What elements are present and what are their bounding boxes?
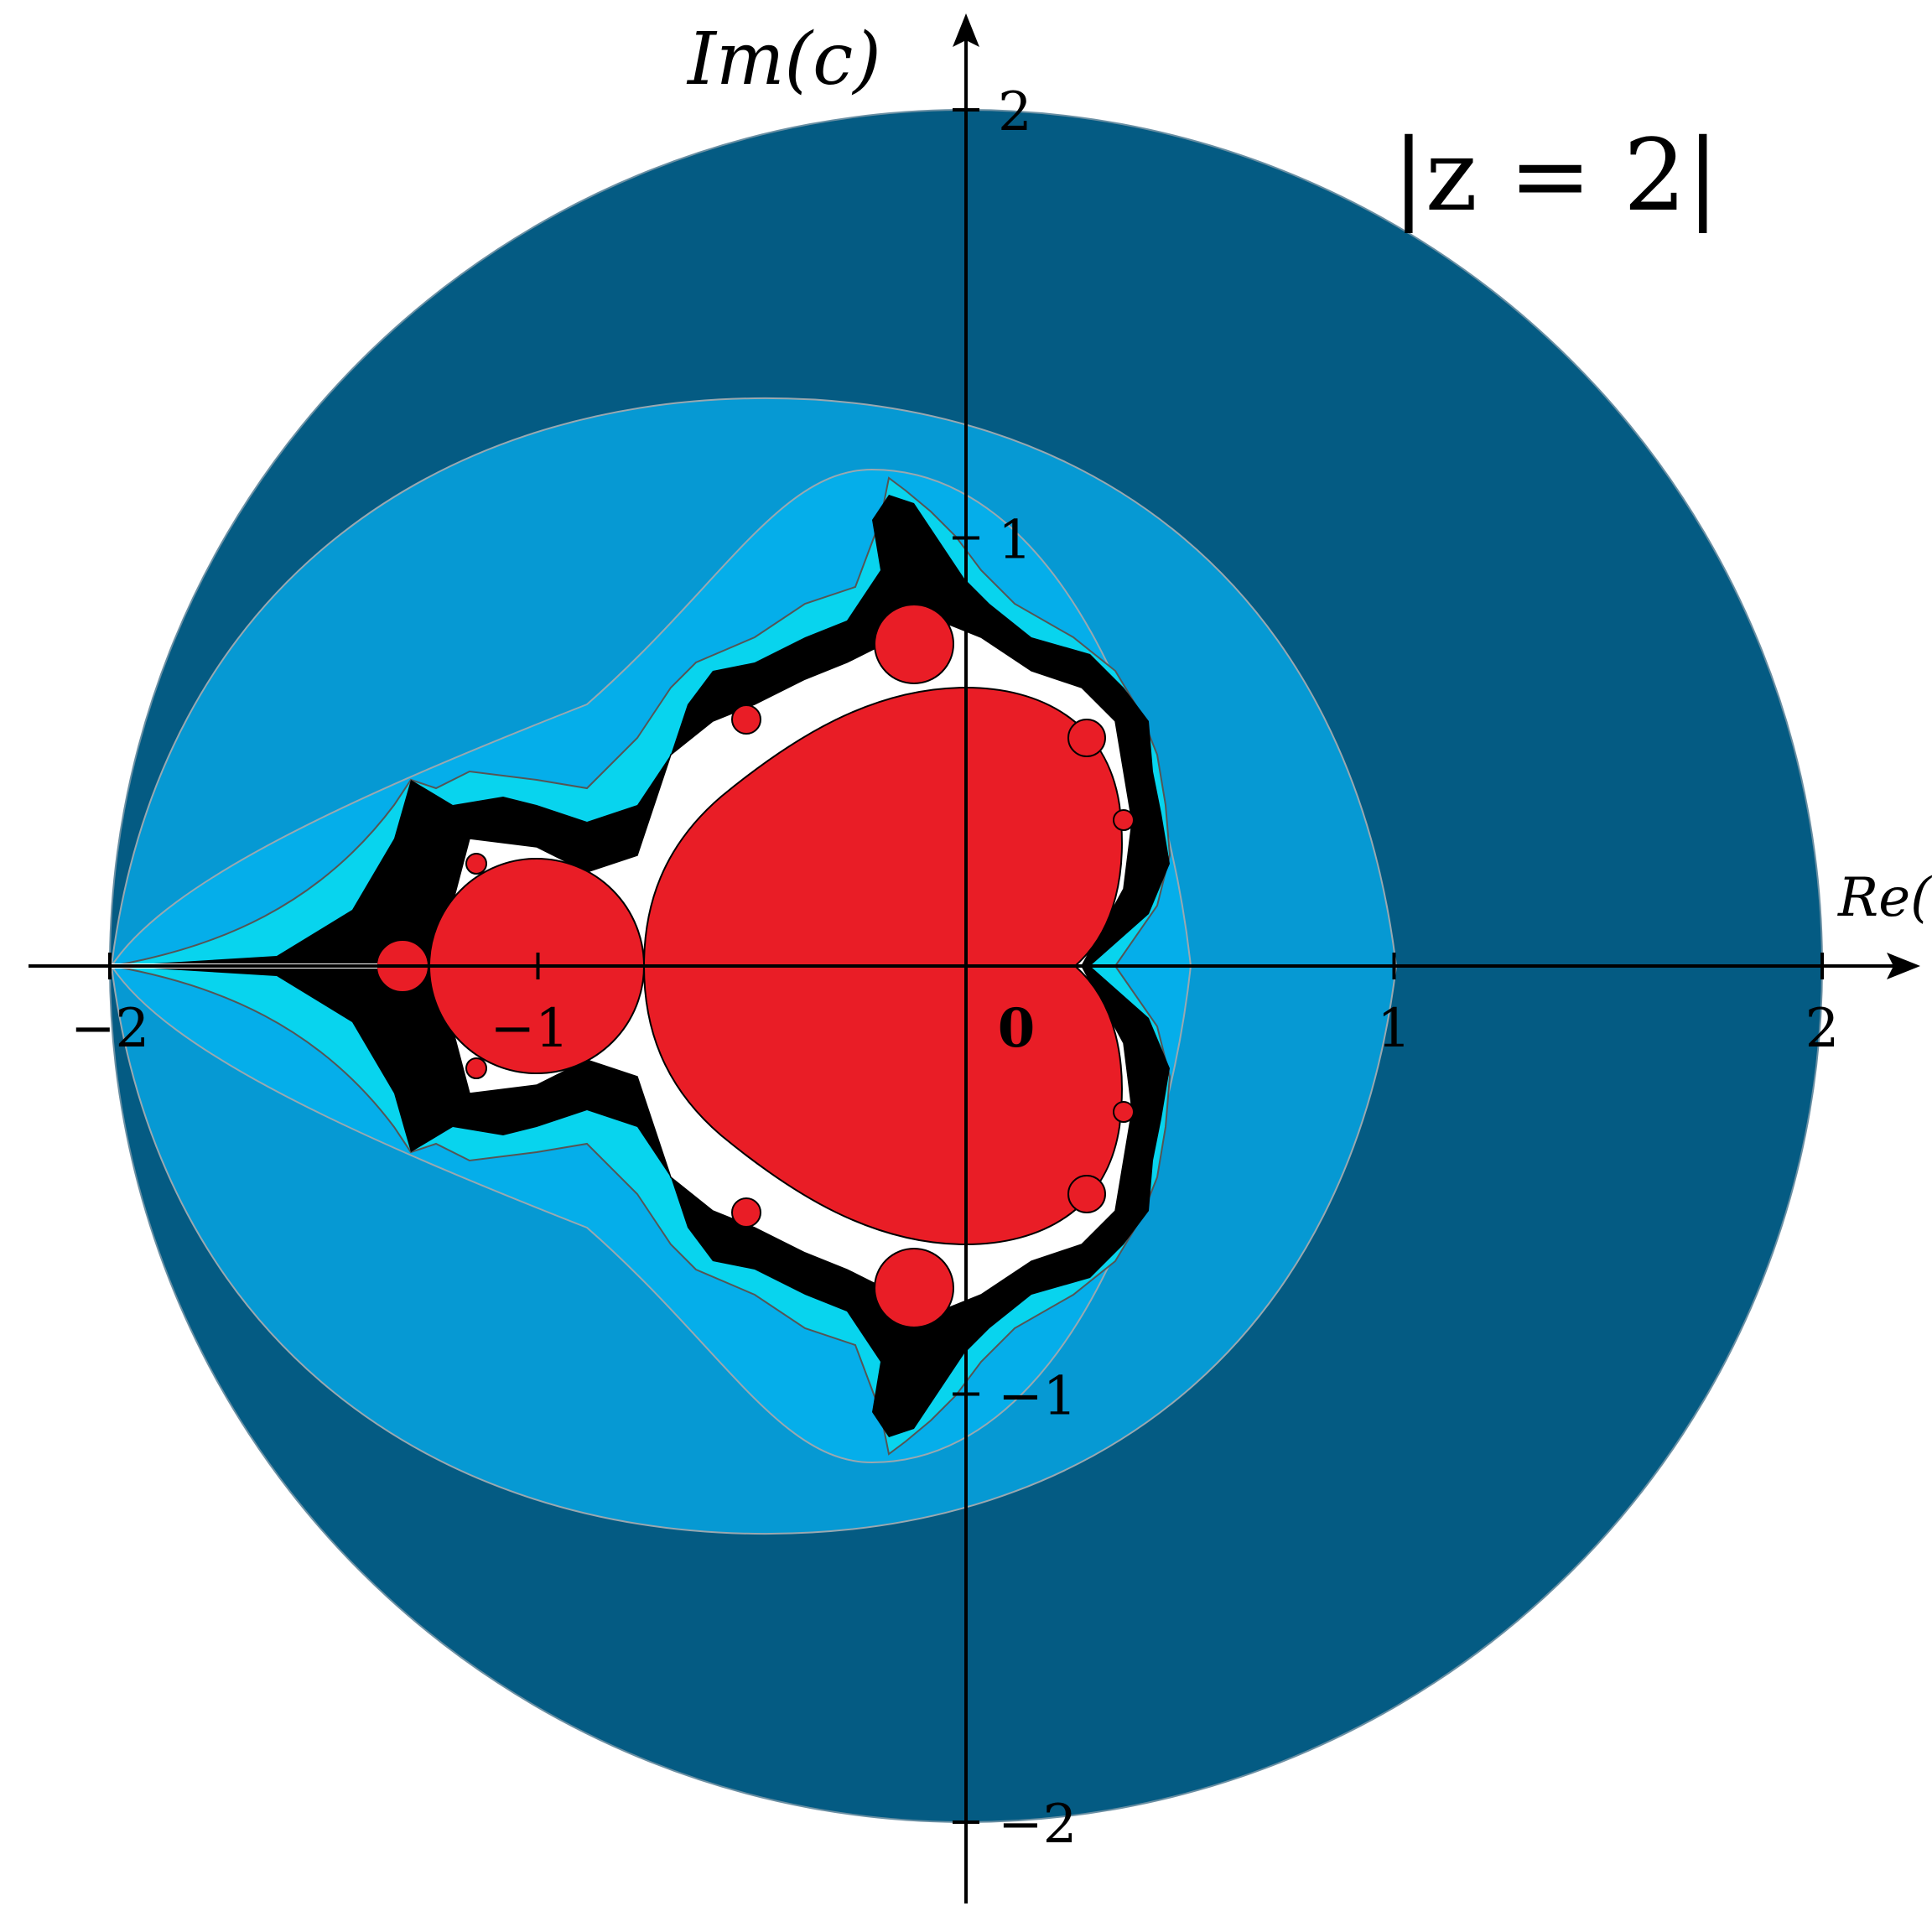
real-axis-tick-label: 1 [1377,998,1411,1060]
period-3-bulb-lower [874,1248,954,1328]
secondary-bulb [1113,809,1135,831]
real-axis-arrowhead [1887,953,1920,979]
imaginary-axis-arrowhead [953,13,979,47]
imaginary-axis-label: Im(c) [686,18,881,101]
imaginary-axis-tick-label: −1 [998,1366,1077,1428]
secondary-bulb [1113,1101,1135,1123]
real-axis-tick-label: 0 [998,997,1036,1060]
imaginary-axis-tick-label: 2 [998,81,1032,143]
real-axis-ticks: −2 −1 0 1 2 [70,953,1840,1060]
imaginary-axis-tick-label: 1 [998,510,1032,572]
imaginary-axis-tick-label: −2 [998,1794,1077,1856]
escape-radius-annotation: |z = 2| [1392,117,1720,233]
secondary-bulb [465,1057,487,1079]
imaginary-axis-ticks: 2 1 −1 −2 [953,81,1077,1856]
real-axis-tick-label: −1 [490,998,569,1060]
secondary-bulb [731,704,761,735]
real-axis-tick-label: −2 [70,998,149,1060]
secondary-bulb [465,853,487,875]
period-3-bulb-upper [874,604,954,684]
secondary-bulb [1067,719,1106,757]
secondary-bulb [731,1197,761,1228]
secondary-bulb [1067,1175,1106,1213]
real-axis-tick-label: 2 [1805,998,1840,1060]
real-axis-label: Re(c) [1837,867,1932,929]
